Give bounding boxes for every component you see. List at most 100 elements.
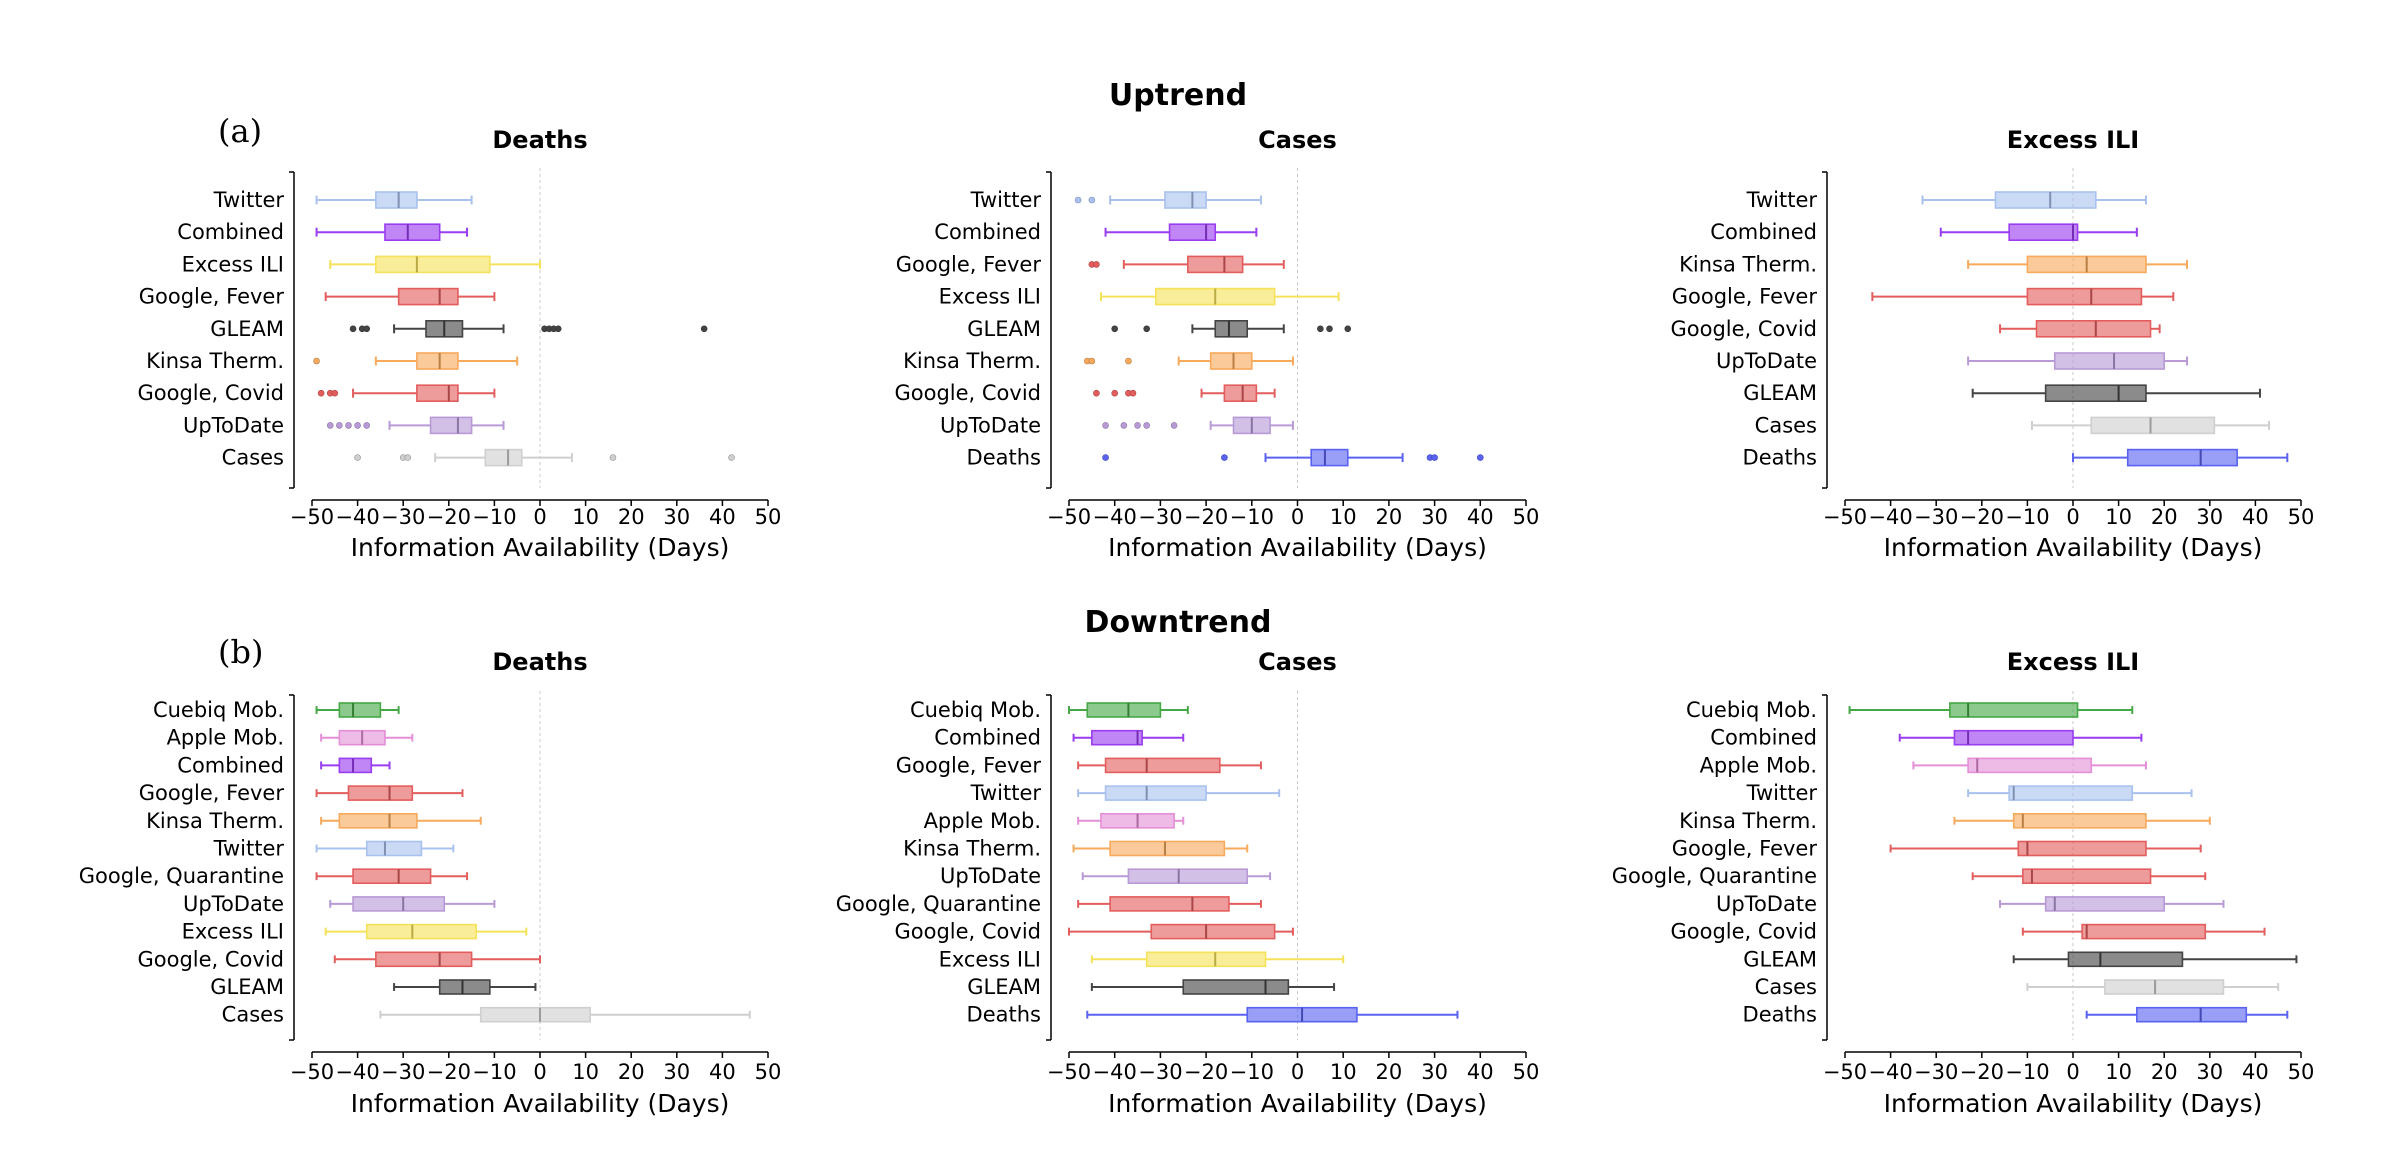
category-label: Combined: [934, 726, 1041, 750]
box-iqr: [365, 923, 477, 940]
box-plot-series: Google, Covid: [1670, 920, 2266, 944]
chart-panels: Deaths−50 −40 −30 −20 −10 0 10 20 30 40 50Informat…: [79, 126, 2315, 1118]
category-label: UpToDate: [1716, 892, 1817, 916]
chart-panel: Deaths −50 −40 −30 −20 −10 0 10 20 30 40 50 Informat…: [137, 126, 781, 562]
category-label: Cases: [222, 446, 284, 470]
category-label: Combined: [177, 753, 284, 777]
category-label: Google, Quarantine: [836, 892, 1041, 916]
box-plot-series: UpToDate: [1716, 349, 2188, 373]
chart-panel: Excess ILI −50 −40 −30 −20 −10 0 10 20 30 40 50 Info…: [1612, 648, 2315, 1118]
box-iqr: [352, 868, 432, 885]
box-plot-series: UpToDate: [183, 892, 496, 916]
box-plot-series: Kinsa Therm.: [146, 809, 482, 833]
outlier-point: [700, 325, 708, 333]
category-label: GLEAM: [1743, 947, 1817, 971]
box-iqr: [2017, 840, 2147, 857]
box-iqr: [416, 384, 459, 403]
row-title-uptrend: Uptrend: [1109, 78, 1247, 113]
outlier-point: [1125, 357, 1132, 365]
box-plot-series: Kinsa Therm.: [1679, 809, 2211, 833]
box-iqr: [1086, 702, 1162, 718]
box-plot-series: Deaths: [967, 1003, 1459, 1027]
box-plot-series: Twitter: [970, 781, 1281, 805]
box-plot-series: GLEAM: [967, 975, 1336, 999]
x-tick-label: 50: [755, 1060, 782, 1084]
x-tick-label: −30: [381, 1060, 425, 1084]
category-label: GLEAM: [1743, 381, 1817, 405]
box-plot-series: Deaths: [967, 446, 1484, 470]
outlier-point: [317, 389, 325, 397]
box-plot-series: Cases: [222, 1003, 751, 1027]
x-tick-label: 10: [572, 505, 599, 529]
category-label: Excess ILI: [939, 285, 1041, 309]
x-tick-label: −10: [472, 505, 516, 529]
category-label: Twitter: [970, 781, 1042, 805]
x-tick-label: −40: [1868, 505, 1912, 529]
category-label: Excess ILI: [939, 947, 1041, 971]
category-label: Deaths: [967, 446, 1041, 470]
x-tick-label: −10: [1230, 505, 1274, 529]
box-iqr: [365, 840, 423, 857]
category-label: Kinsa Therm.: [903, 349, 1041, 373]
x-tick-label: 10: [2105, 505, 2132, 529]
category-label: Deaths: [1743, 446, 1817, 470]
box-plot-series: Combined: [934, 726, 1185, 750]
category-label: Combined: [934, 220, 1041, 244]
box-iqr: [1182, 979, 1290, 995]
box-plot-series: Excess ILI: [939, 285, 1340, 309]
box-iqr: [1310, 448, 1349, 467]
outlier-point: [554, 325, 562, 333]
category-label: Kinsa Therm.: [903, 837, 1041, 861]
category-label: Apple Mob.: [1700, 753, 1817, 777]
outlier-point: [1093, 261, 1100, 268]
x-tick-label: −50: [1823, 505, 1867, 529]
box-plot-series: Cases: [1755, 975, 2280, 999]
box-iqr: [438, 979, 491, 995]
box-iqr: [338, 812, 418, 829]
chart-title: Deaths: [492, 648, 587, 676]
box-iqr: [429, 416, 473, 435]
category-label: UpToDate: [1716, 349, 1817, 373]
outlier-point: [404, 454, 412, 461]
panel-label-b: (b): [218, 633, 263, 671]
box-plot-series: Google, Quarantine: [79, 864, 469, 888]
box-plot-series: Twitter: [970, 188, 1262, 212]
box-plot-series: Apple Mob.: [167, 726, 414, 750]
category-label: Cuebiq Mob.: [153, 698, 284, 722]
box-iqr: [2035, 319, 2152, 338]
x-tick-label: 20: [2151, 1060, 2178, 1084]
x-tick-label: −30: [381, 505, 425, 529]
box-iqr: [1127, 868, 1249, 885]
chart-panel: Deaths −50 −40 −30 −20 −10 0 10 20 30 40 50 Informat…: [79, 648, 782, 1118]
category-label: Google, Fever: [896, 753, 1042, 777]
x-tick-label: 30: [1421, 505, 1448, 529]
x-tick-label: 40: [709, 1060, 736, 1084]
outlier-point: [363, 325, 371, 333]
box-plot-series: Kinsa Therm.: [146, 349, 519, 373]
x-tick-label: 50: [755, 505, 782, 529]
category-label: Google, Quarantine: [1612, 864, 1817, 888]
box-plot-series: Google, Fever: [139, 285, 496, 309]
box-iqr: [375, 255, 491, 274]
category-label: Twitter: [1746, 188, 1818, 212]
category-label: Apple Mob.: [167, 726, 284, 750]
box-plot-series: UpToDate: [1716, 892, 2225, 916]
box-iqr: [2044, 896, 2166, 912]
box-iqr: [2126, 448, 2238, 467]
x-tick-label: 40: [1467, 1060, 1494, 1084]
box-plot-series: UpToDate: [183, 413, 505, 437]
x-tick-label: −50: [290, 1060, 334, 1084]
x-axis-label: Information Availability (Days): [1108, 533, 1487, 562]
box-iqr: [375, 951, 473, 968]
box-plot-series: GLEAM: [210, 317, 708, 341]
box-plot-series: Combined: [1710, 726, 2143, 750]
category-label: Cuebiq Mob.: [910, 698, 1041, 722]
box-plot-series: Twitter: [213, 188, 473, 212]
box-plot-series: Excess ILI: [182, 252, 541, 276]
x-tick-label: −10: [472, 1060, 516, 1084]
outlier-point: [331, 389, 339, 397]
outlier-point: [1344, 325, 1352, 333]
category-label: Excess ILI: [182, 920, 284, 944]
outlier-point: [1102, 422, 1109, 429]
x-tick-label: −10: [1230, 1060, 1274, 1084]
